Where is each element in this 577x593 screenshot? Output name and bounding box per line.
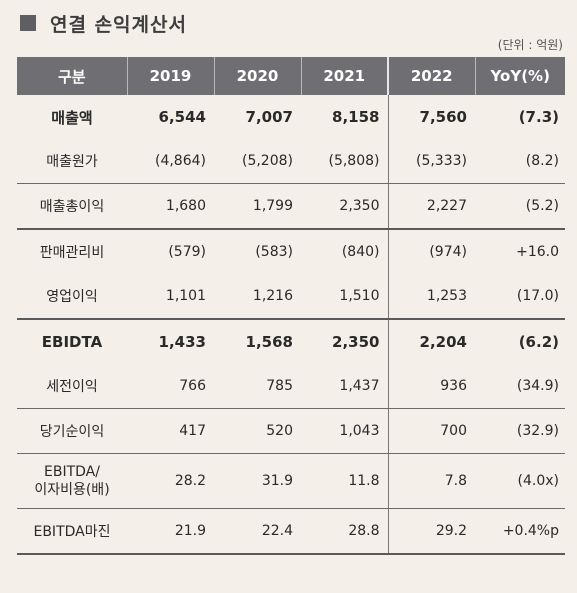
cell-yoy: (34.9) <box>475 364 565 409</box>
row-label: 매출원가 <box>17 139 127 184</box>
row-label: 매출액 <box>51 108 93 127</box>
cell-yoy: (4.0x) <box>475 453 565 509</box>
cell-2022: (974) <box>429 244 467 260</box>
cell-2020: 31.9 <box>214 453 301 509</box>
title-square-icon <box>20 15 36 31</box>
cell-yoy: +16.0 <box>516 244 559 260</box>
cell-yoy: (5.2) <box>475 183 565 230</box>
cell-2021: 2,350 <box>301 183 389 230</box>
cell-2021: 1,510 <box>301 274 389 320</box>
cell-yoy: (8.2) <box>475 139 565 184</box>
table-row: 매출액 6,544 7,007 8,158 7,560 (7.3) <box>17 95 565 139</box>
header-2022: 2022 <box>388 57 476 95</box>
row-label: EBITDA/ 이자비용(배) <box>17 453 127 509</box>
row-label: EBIDTA <box>41 333 103 351</box>
income-statement-table: 구분 2019 2020 2021 2022 YoY(%) 매출액 6,544 … <box>17 57 565 555</box>
cell-2021: (840) <box>301 229 389 274</box>
cell-2021: (5,808) <box>301 139 389 184</box>
cell-2020: 1,216 <box>214 274 301 320</box>
cell-2019: 1,433 <box>158 333 206 351</box>
cell-2019: 1,101 <box>127 274 214 320</box>
row-label: 영업이익 <box>17 274 127 320</box>
cell-2021: 11.8 <box>301 453 389 509</box>
row-label: 세전이익 <box>17 364 127 409</box>
header-2019: 2019 <box>127 57 215 95</box>
row-label-line1: EBITDA/ <box>44 464 100 480</box>
cell-2019: (579) <box>168 244 206 260</box>
table-row: 매출원가 (4,864) (5,208) (5,808) (5,333) (8.… <box>17 139 565 184</box>
row-label: 판매관리비 <box>39 245 105 261</box>
header-row: 구분 2019 2020 2021 2022 YoY(%) <box>17 57 565 95</box>
cell-2019: 766 <box>127 364 214 409</box>
table-row: EBIDTA 1,433 1,568 2,350 2,204 (6.2) <box>17 319 565 364</box>
cell-yoy: +0.4%p <box>475 508 565 555</box>
cell-2022: 1,253 <box>388 274 475 320</box>
cell-2022: 2,227 <box>388 183 475 230</box>
header-category: 구분 <box>17 57 128 95</box>
cell-2021: 28.8 <box>301 508 389 555</box>
cell-2020: 7,007 <box>245 108 293 126</box>
cell-2021: 1,437 <box>301 364 389 409</box>
page-title: 연결 손익계산서 <box>50 13 187 36</box>
cell-2020: 1,799 <box>214 183 301 230</box>
cell-2021: 1,043 <box>301 408 389 454</box>
cell-2022: 700 <box>388 408 475 454</box>
cell-yoy: (7.3) <box>518 108 559 126</box>
row-label-line2: 이자비용(배) <box>34 482 110 498</box>
header-yoy: YoY(%) <box>475 57 565 95</box>
cell-2020: (583) <box>255 244 293 260</box>
table-row: 세전이익 766 785 1,437 936 (34.9) <box>17 364 565 409</box>
cell-2019: 1,680 <box>127 183 214 230</box>
unit-note: (단위 : 억원) <box>497 38 563 52</box>
cell-2022: 29.2 <box>388 508 475 555</box>
cell-2021: 8,158 <box>301 95 389 139</box>
cell-yoy: (6.2) <box>518 333 559 351</box>
row-label: EBITDA마진 <box>17 508 127 555</box>
cell-2022: 936 <box>388 364 475 409</box>
cell-2019: (4,864) <box>127 139 214 184</box>
cell-2020: (5,208) <box>214 139 301 184</box>
cell-yoy: (17.0) <box>475 274 565 320</box>
cell-2022: 2,204 <box>419 333 467 351</box>
cell-2022: (5,333) <box>388 139 475 184</box>
table-row: 당기순이익 417 520 1,043 700 (32.9) <box>17 408 565 454</box>
cell-2020: 520 <box>214 408 301 454</box>
table-row: EBITDA/ 이자비용(배) 28.2 31.9 11.8 7.8 (4.0x… <box>17 453 565 509</box>
cell-2019: 28.2 <box>127 453 214 509</box>
row-label: 당기순이익 <box>17 408 127 454</box>
table-row: 판매관리비 (579) (583) (840) (974) +16.0 <box>17 229 565 274</box>
cell-2019: 21.9 <box>127 508 214 555</box>
header-2020: 2020 <box>214 57 302 95</box>
cell-2019: 6,544 <box>158 108 206 126</box>
cell-yoy: (32.9) <box>475 408 565 454</box>
cell-2019: 417 <box>127 408 214 454</box>
cell-2022: 7,560 <box>419 108 467 126</box>
table-row: 영업이익 1,101 1,216 1,510 1,253 (17.0) <box>17 274 565 320</box>
page-title-block: 연결 손익계산서 <box>20 8 187 38</box>
table-row: EBITDA마진 21.9 22.4 28.8 29.2 +0.4%p <box>17 508 565 555</box>
cell-2020: 1,568 <box>245 333 293 351</box>
cell-2020: 785 <box>214 364 301 409</box>
cell-2020: 22.4 <box>214 508 301 555</box>
cell-2022: 7.8 <box>388 453 475 509</box>
header-2021: 2021 <box>301 57 389 95</box>
cell-2021: 2,350 <box>301 319 389 364</box>
row-label: 매출총이익 <box>17 183 127 230</box>
table-row: 매출총이익 1,680 1,799 2,350 2,227 (5.2) <box>17 183 565 230</box>
